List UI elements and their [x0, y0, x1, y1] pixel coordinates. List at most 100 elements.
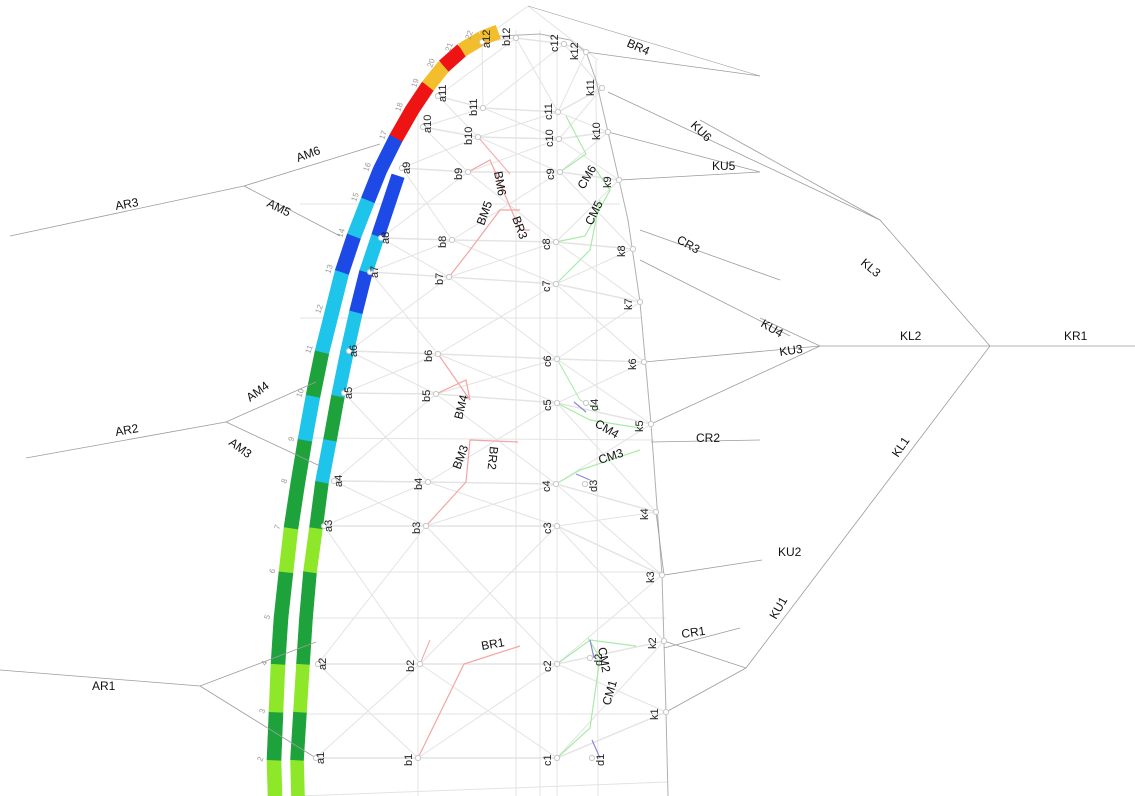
node [474, 133, 482, 141]
strip-segment-inner [479, 25, 501, 45]
branch-ku6 [607, 91, 881, 221]
lattice-diagonal [481, 41, 484, 109]
cr-label: CR2 [696, 431, 720, 445]
lattice-diagonal [555, 241, 641, 303]
path-c6 [556, 358, 601, 411]
node [581, 480, 589, 488]
strip-segment-inner [373, 134, 403, 174]
c-label: c10 [544, 129, 556, 147]
am-label: AM5 [265, 196, 294, 220]
k-label: k4 [639, 508, 651, 520]
node [479, 104, 487, 112]
lattice-diagonal [425, 483, 557, 527]
lattice-diagonal [555, 179, 620, 243]
path-br1 [417, 645, 521, 759]
nodes [312, 34, 670, 762]
path-d4 [573, 401, 587, 413]
kl-label: KL3 [858, 256, 884, 281]
branch-cr2 [650, 439, 761, 443]
segment-number: 5 [262, 613, 272, 621]
branch-ku2 [655, 511, 763, 576]
lattice-diagonal [369, 271, 439, 355]
lattice-diagonal [333, 393, 437, 482]
branch-cr3 [639, 229, 781, 281]
strip-segment-inner [334, 233, 362, 275]
strip-segment-inner [297, 394, 321, 442]
path-d1 [591, 739, 601, 759]
lattice-diagonal [437, 37, 517, 97]
path-bm3 [425, 439, 519, 527]
segment-number: 7 [272, 523, 282, 531]
lattice-diagonal [556, 301, 641, 360]
node [416, 660, 424, 668]
lattice-diagonal [556, 511, 657, 527]
b-label: b7 [434, 273, 446, 285]
strip-segment-inner [283, 480, 306, 530]
branch-ku3 [650, 345, 821, 425]
lattice-diagonal [467, 138, 560, 173]
segment-number: 12 [313, 303, 325, 315]
node [330, 477, 338, 485]
node [615, 176, 623, 184]
strip-segment-inner [314, 309, 340, 355]
node [636, 298, 644, 306]
lattice-diagonal [558, 138, 620, 181]
lattice-diagonal [422, 126, 469, 173]
row-line [481, 37, 587, 53]
a-label: a4 [333, 475, 345, 487]
strip-segment-inner [266, 759, 283, 796]
k-label: k10 [591, 122, 603, 140]
lattice-diagonal [317, 663, 419, 759]
lattice-diagonal [556, 663, 667, 713]
branch-ku6 [607, 131, 761, 173]
lattice-diagonal [448, 276, 558, 360]
branch-ar3 [243, 185, 341, 237]
lattice-diagonal [417, 663, 558, 759]
b-label: b1 [403, 754, 415, 766]
b-label: b5 [421, 390, 433, 402]
lattice-diagonal [333, 480, 427, 527]
node [424, 478, 432, 486]
lattice-diagonal [422, 107, 484, 128]
lattice-diagonal [401, 136, 479, 169]
cm-label: CM3 [597, 446, 626, 467]
d-label: d1 [595, 754, 607, 766]
strip-segment-inner [438, 44, 468, 72]
strip-segment-outer [349, 270, 373, 314]
lattice-diagonal [437, 353, 558, 404]
branch-lines [0, 5, 1135, 759]
row-line [299, 437, 655, 441]
b-label: b3 [411, 522, 423, 534]
segment-number: 16 [361, 161, 373, 173]
c-label: c5 [542, 399, 554, 411]
lattice-diagonal [343, 353, 439, 394]
path-cm4 [556, 402, 641, 429]
c-label: c11 [543, 103, 555, 120]
ar-label: AR2 [114, 421, 140, 439]
lattice-diagonal [482, 43, 565, 109]
path-cm5 [555, 199, 601, 285]
a-label: a3 [323, 520, 335, 532]
node [660, 637, 668, 645]
node [553, 355, 561, 363]
branch-ku1 [663, 640, 747, 669]
branch-kl1 [745, 345, 991, 669]
node [398, 164, 406, 172]
path-d2 [589, 639, 595, 659]
a-label: a11 [437, 84, 449, 102]
node [422, 522, 430, 530]
strip-segment-outer [290, 711, 307, 761]
bm-label: BM6 [491, 170, 509, 197]
strip-segment-inner [422, 61, 450, 91]
a-label: a12 [481, 30, 493, 48]
node [320, 522, 328, 530]
strip-segment-outer [323, 394, 345, 442]
row-line [422, 126, 609, 140]
branch-ku4 [639, 259, 791, 337]
branch-kl2 [759, 317, 990, 347]
b-label: b9 [453, 168, 465, 180]
a-label: a1 [315, 752, 327, 764]
node [629, 245, 637, 253]
lattice-diagonal [558, 87, 603, 140]
lattice-diagonal [380, 237, 450, 278]
